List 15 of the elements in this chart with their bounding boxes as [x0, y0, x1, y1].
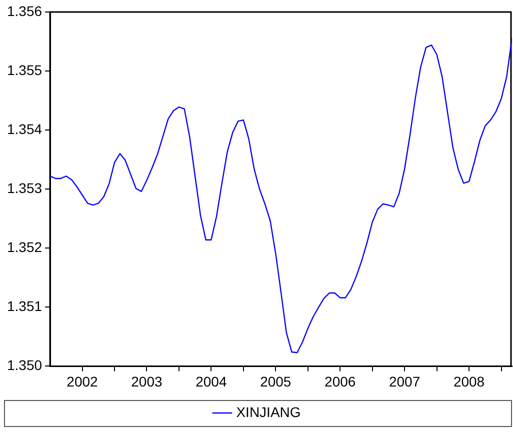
- y-tick-label: 1.354: [6, 120, 42, 137]
- x-tick-label: 2004: [196, 373, 227, 390]
- x-tick-label: 2005: [260, 373, 292, 390]
- y-tick-label: 1.356: [6, 2, 42, 19]
- x-tick-label: 2006: [324, 373, 356, 390]
- y-tick-label: 1.350: [6, 357, 42, 374]
- y-tick-label: 1.352: [6, 238, 42, 255]
- x-tick-label: 2002: [66, 373, 98, 390]
- x-tick-label: 2008: [453, 373, 485, 390]
- x-tick-label: 2007: [388, 373, 420, 390]
- x-tick-label: 2003: [131, 373, 163, 390]
- y-tick-label: 1.355: [6, 62, 42, 78]
- y-tick-label: 1.351: [6, 298, 42, 314]
- y-tick-label: 1.353: [6, 180, 42, 196]
- legend-label: XINJIANG: [236, 404, 301, 420]
